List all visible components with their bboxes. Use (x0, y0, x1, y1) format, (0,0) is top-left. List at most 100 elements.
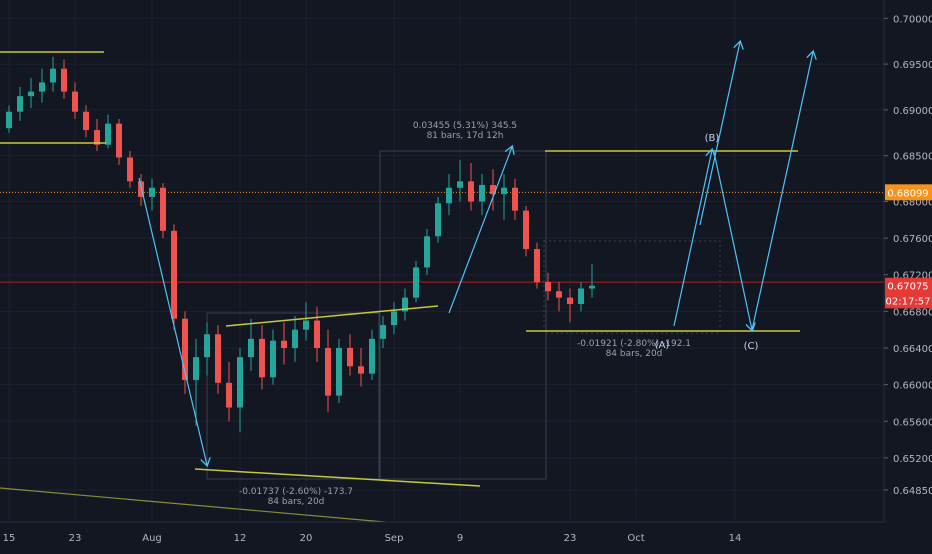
candle-48 (534, 242, 540, 289)
candle-18 (204, 322, 210, 376)
candle-33 (369, 329, 375, 381)
candle-42 (468, 163, 474, 211)
candle-38 (424, 228, 430, 275)
candle-51 (567, 288, 573, 323)
y-tick-6: 0.67200 (893, 271, 932, 282)
candle-11 (127, 151, 133, 188)
candle-46 (512, 178, 518, 220)
x-tick-6: 9 (457, 533, 463, 544)
price-label-bg-1 (885, 277, 932, 294)
y-tick-9: 0.66000 (893, 381, 932, 392)
candle-34 (380, 315, 386, 348)
candle-2 (28, 77, 34, 109)
y-axis: 0.70000 0.69500 0.69000 0.68500 0.68000 0.676… (884, 14, 932, 497)
candle-0 (6, 105, 12, 133)
x-axis: 15 23 Aug 12 20 Sep 9 23 Oct 14 (3, 533, 742, 544)
candle-47 (523, 206, 529, 257)
y-axis-panel (884, 0, 932, 550)
candle-44 (490, 169, 496, 211)
y-tick-1: 0.69500 (893, 60, 932, 71)
candle-30 (336, 338, 342, 403)
annotation-late-sep-line1: -0.01921 (-2.80%) -192.1 (577, 339, 691, 349)
candle-17 (193, 338, 199, 426)
candle-40 (446, 174, 452, 216)
candle-21 (237, 348, 243, 433)
measure-box-sep (379, 150, 547, 480)
candle-50 (556, 282, 562, 312)
candle-49 (545, 272, 551, 301)
y-tick-10: 0.65600 (893, 417, 932, 428)
x-tick-1: 23 (69, 533, 82, 544)
long-trendline (0, 487, 386, 523)
candle-14 (160, 183, 166, 239)
x-tick-5: Sep (385, 533, 404, 544)
candle-15 (171, 224, 177, 330)
y-tick-3: 0.68500 (893, 152, 932, 163)
candle-32 (358, 348, 364, 387)
y-tick-8: 0.66400 (893, 344, 932, 355)
y-tick-11: 0.65200 (893, 454, 932, 465)
price-labels: 0.68099 0.67075 02:17:57 (885, 184, 932, 309)
measure-box-late-sep (543, 240, 721, 334)
arrow-rally-sep (448, 147, 512, 314)
price-label-bg-2 (885, 292, 932, 309)
candle-26 (292, 315, 298, 362)
candle-10 (116, 119, 122, 165)
candle-3 (39, 68, 45, 103)
wave-label-c: (C) (744, 341, 759, 352)
y-tick-12: 0.64850 (893, 486, 932, 497)
candle-19 (215, 325, 221, 394)
horizontal-lines (0, 191, 884, 283)
candle-22 (248, 318, 254, 371)
candle-37 (413, 261, 419, 303)
candle-24 (270, 329, 276, 385)
candle-29 (325, 329, 331, 413)
y-tick-2: 0.69000 (893, 106, 932, 117)
candle-4 (50, 56, 56, 92)
x-tick-2: Aug (142, 533, 162, 544)
candle-20 (226, 361, 232, 422)
annotations: 0.03455 (5.31%) 345.5 81 bars, 17d 12h -… (239, 121, 691, 507)
price-label-bg-0 (885, 184, 932, 201)
annotation-sep-line1: 0.03455 (5.31%) 345.5 (413, 121, 517, 131)
candle-39 (435, 196, 441, 243)
candle-6 (72, 82, 78, 120)
channel-bottom-aug (194, 468, 481, 487)
candle-53 (589, 263, 595, 298)
wave-label-b: (B) (705, 133, 720, 144)
candle-28 (314, 306, 320, 362)
candle-16 (182, 311, 188, 394)
candle-35 (391, 302, 397, 335)
arrow-wave-b (673, 150, 712, 327)
candle-23 (259, 325, 265, 390)
arrow-wave-c-up (751, 52, 813, 331)
x-tick-0: 15 (3, 533, 16, 544)
x-tick-8: Oct (627, 533, 644, 544)
x-tick-9: 14 (729, 533, 742, 544)
y-tick-5: 0.67600 (893, 234, 932, 245)
channel-top-aug (225, 305, 439, 327)
price-label-1: 0.67075 (887, 282, 928, 293)
trendlines (0, 51, 800, 523)
projection-arrows (138, 42, 813, 465)
arrow-wave-c (713, 151, 752, 330)
annotation-aug-line2: 84 bars, 20d (268, 497, 325, 507)
candle-36 (402, 288, 408, 321)
candles (6, 56, 595, 433)
candle-52 (578, 282, 584, 312)
arrow-drop-aug (138, 177, 207, 465)
y-tick-0: 0.70000 (893, 14, 932, 25)
price-label-0: 0.68099 (887, 188, 928, 199)
candle-31 (347, 334, 353, 376)
annotation-late-sep-line2: 84 bars, 20d (606, 349, 663, 359)
candle-25 (281, 322, 287, 365)
annotation-sep-line2: 81 bars, 17d 12h (427, 131, 504, 141)
candle-8 (94, 119, 100, 152)
y-tick-4: 0.68000 (893, 197, 932, 208)
arrow-wave-b-up (699, 42, 740, 226)
candle-27 (303, 302, 309, 341)
candle-41 (457, 160, 463, 202)
candle-12 (138, 174, 144, 207)
measure-boxes (206, 150, 721, 480)
